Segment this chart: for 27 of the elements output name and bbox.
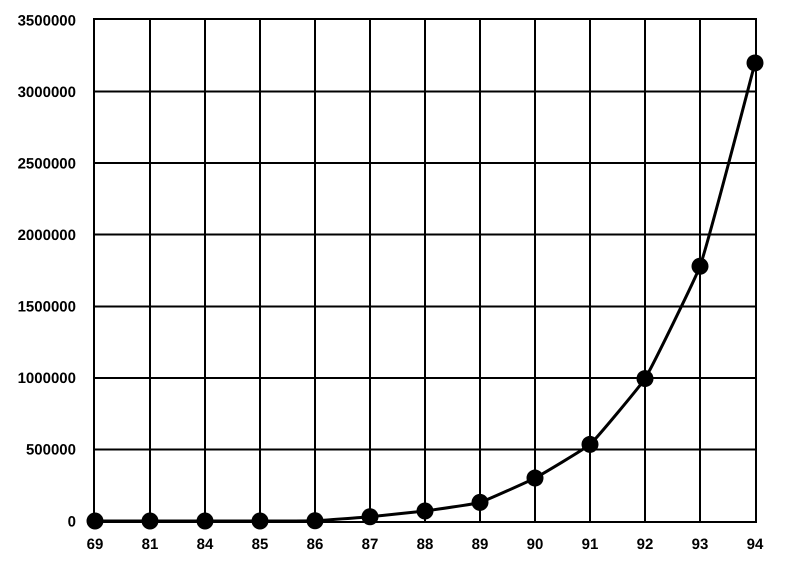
y-tick-label: 0	[68, 513, 76, 530]
point	[416, 502, 434, 520]
x-tick-label: 89	[472, 536, 488, 553]
y-tick-label: 1000000	[18, 370, 76, 388]
y-tick-label: 3000000	[18, 84, 76, 101]
x-tick-label: 84	[196, 536, 214, 553]
x-tick-label: 93	[692, 536, 708, 553]
point	[692, 258, 708, 275]
x-tick-label: 92	[636, 536, 654, 553]
x-tick-label: 87	[362, 536, 378, 553]
point	[472, 494, 488, 511]
x-tick-label: 94	[746, 536, 764, 553]
x-tick-label: 90	[526, 536, 544, 553]
point	[526, 470, 544, 487]
x-tick-label: 88	[416, 536, 434, 553]
x-tick-label: 91	[582, 536, 598, 553]
y-tick-label: 2500000	[18, 155, 76, 172]
y-tick-label: 500000	[26, 442, 76, 459]
y-tick-label: 3500000	[18, 12, 76, 30]
y-tick-label: 1500000	[18, 298, 76, 316]
point	[636, 370, 654, 388]
x-tick-label: 85	[252, 536, 268, 553]
x-tick-label: 81	[142, 536, 158, 553]
x-tick-label: 69	[86, 536, 104, 553]
point	[582, 436, 598, 453]
y-tick-label: 2000000	[18, 226, 76, 244]
x-tick-label: 86	[306, 536, 324, 553]
